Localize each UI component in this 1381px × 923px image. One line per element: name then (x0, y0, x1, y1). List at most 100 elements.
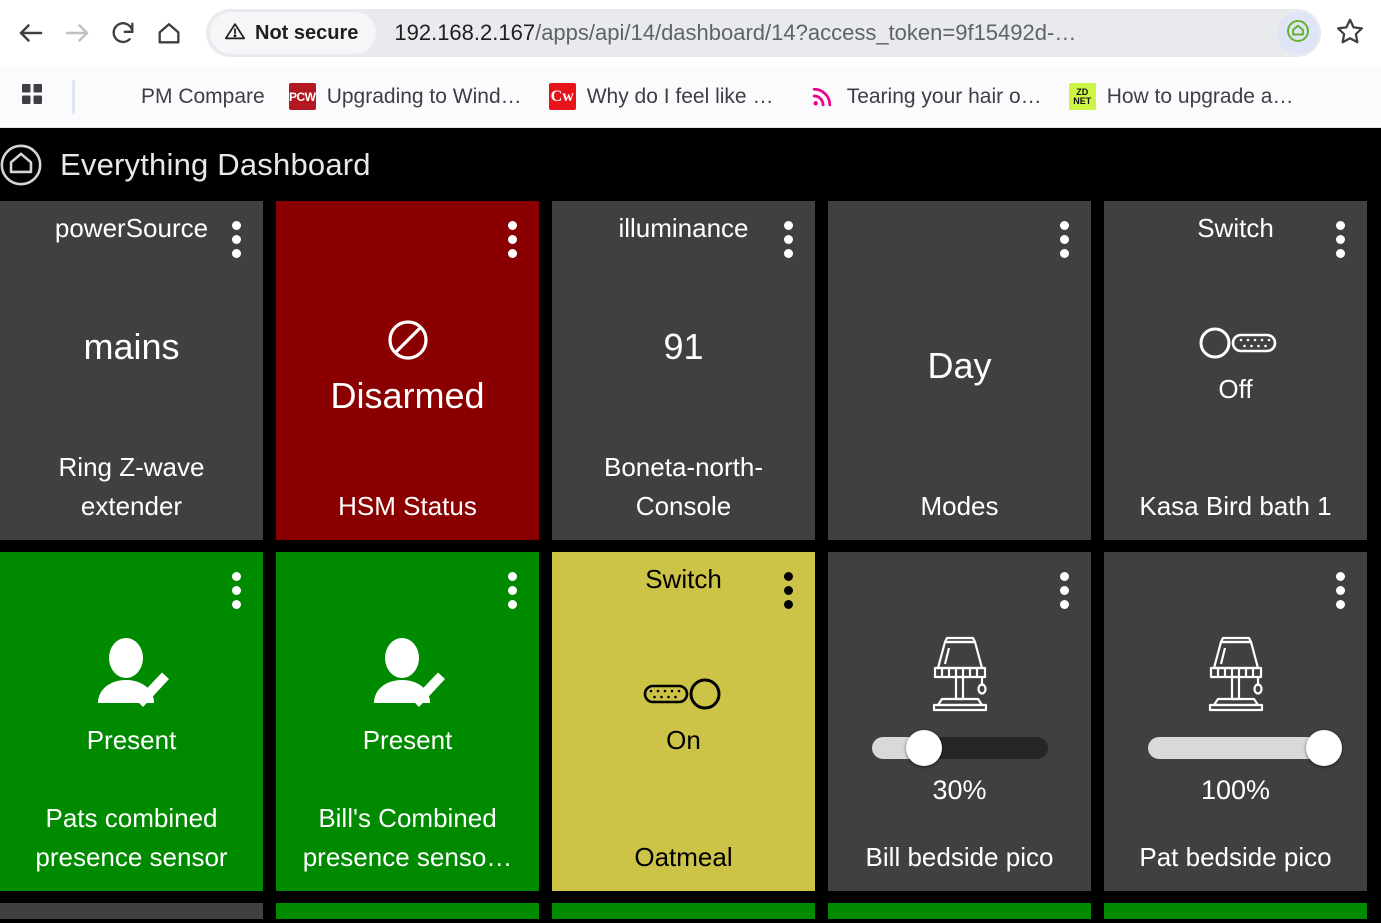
dimmer-slider[interactable] (871, 730, 1048, 766)
dimmer-slider[interactable] (1147, 730, 1342, 766)
tile-partial[interactable] (276, 903, 539, 919)
tile-menu-button[interactable] (784, 572, 793, 609)
tile-menu-button[interactable] (1060, 572, 1069, 609)
tile-value: 91 (663, 325, 704, 367)
tile-title: illuminance (618, 213, 749, 243)
tile-menu-button[interactable] (508, 221, 517, 258)
hubitat-house-icon (0, 142, 44, 188)
home-button[interactable] (146, 10, 192, 56)
tile-value: Present (362, 725, 453, 755)
browser-chrome: Not secure 192.168.2.167/apps/api/14/das… (0, 0, 1381, 128)
bookmark-item[interactable]: ZD NET How to upgrade an '… (1057, 77, 1317, 116)
tile-footer: Kasa Bird bath 1 (1139, 491, 1332, 521)
tile-footer: Pat bedside pico (1139, 842, 1332, 872)
tile-dimmer-bill-bedside-pico[interactable]: 30% Bill bedside pico (828, 552, 1091, 891)
tile-value: On (666, 724, 701, 755)
page-title: Everything Dashboard (60, 146, 371, 182)
slider-knob[interactable] (1305, 730, 1342, 766)
dashboard: Everything Dashboard powerSource mains R… (0, 128, 1381, 919)
tile-body: 91 (564, 245, 803, 448)
tile-partial[interactable] (828, 903, 1091, 919)
tile-menu-button[interactable] (232, 572, 241, 609)
tile-modes[interactable]: Day Modes (828, 201, 1091, 540)
tile-value: Day (927, 345, 992, 386)
tile-body: Off (1116, 245, 1355, 487)
url-path: /apps/api/14/dashboard/14?access_token=9… (535, 20, 1077, 45)
tile-body: Present (288, 596, 527, 799)
browser-toolbar: Not secure 192.168.2.167/apps/api/14/das… (0, 0, 1381, 66)
home-icon (155, 19, 183, 47)
forward-button[interactable] (54, 10, 100, 56)
tile-title (288, 211, 527, 245)
table-lamp-icon (920, 628, 1000, 717)
tile-partial[interactable] (0, 903, 263, 919)
tile-body: mains (12, 245, 251, 448)
tile-value: 100% (1200, 775, 1271, 805)
tile-power-source[interactable]: powerSource mains Ring Z-wave extender (0, 201, 263, 540)
tile-menu-button[interactable] (1336, 572, 1345, 609)
tile-hsm-status[interactable]: Disarmed HSM Status (276, 201, 539, 540)
zdnet-favicon: ZD NET (1068, 83, 1096, 110)
tile-menu-button[interactable] (1060, 221, 1069, 258)
dashboard-header: Everything Dashboard (0, 128, 1381, 201)
bookmark-star-button[interactable] (1327, 10, 1373, 56)
table-lamp-icon (1196, 628, 1276, 717)
tile-title: Switch (645, 564, 722, 594)
tile-body: Day (840, 245, 1079, 487)
toggle-off-icon[interactable] (1195, 326, 1277, 365)
reload-icon (109, 19, 137, 47)
tile-dimmer-pat-bedside-pico[interactable]: 100% Pat bedside pico (1104, 552, 1367, 891)
tile-title (840, 562, 1079, 596)
bookmark-star-icon (1335, 16, 1365, 51)
bookmark-label: Why do I feel like a… (586, 84, 785, 108)
tile-value: mains (83, 325, 180, 367)
bookmark-item[interactable]: PCW Upgrading to Windo… (277, 77, 537, 116)
tile-footer: HSM Status (338, 491, 477, 521)
tile-title (12, 562, 251, 596)
tile-partial[interactable] (1104, 903, 1367, 919)
tile-illuminance[interactable]: illuminance 91 Boneta-north-Console (552, 201, 815, 540)
tile-value: Present (86, 725, 177, 755)
tile-value: 30% (932, 775, 987, 805)
person-present-check-icon (90, 637, 174, 716)
reload-button[interactable] (100, 10, 146, 56)
slider-filled-track (1147, 737, 1324, 759)
url-text[interactable]: 192.168.2.167/apps/api/14/dashboard/14?a… (394, 20, 1277, 46)
tile-switch-oatmeal[interactable]: Switch On (552, 552, 815, 891)
tile-body: Disarmed (288, 245, 527, 487)
tile-partial[interactable] (552, 903, 815, 919)
tile-menu-button[interactable] (1336, 221, 1345, 258)
toggle-on-icon[interactable] (643, 677, 725, 716)
slider-remaining-track (924, 737, 1048, 759)
bookmarks-divider (72, 79, 75, 114)
tile-menu-button[interactable] (784, 221, 793, 258)
security-status-label: Not secure (255, 21, 359, 44)
apps-grid-icon (20, 82, 44, 111)
forward-arrow-icon (62, 18, 92, 48)
apps-grid-button[interactable] (10, 75, 54, 119)
tile-menu-button[interactable] (232, 221, 241, 258)
tile-presence-pat[interactable]: Present Pats combined presence sensor (0, 552, 263, 891)
tile-footer: Ring Z-wave extender (58, 452, 205, 521)
hubitat-extension-button[interactable] (1277, 12, 1319, 54)
bookmark-item[interactable]: PM Compare (91, 77, 277, 116)
tile-presence-bill[interactable]: Present Bill's Combined presence senso… (276, 552, 539, 891)
tile-switch-kasa-bird-bath[interactable]: Switch (1104, 201, 1367, 540)
tile-value: Off (1218, 373, 1253, 404)
bookmark-label: Tearing your hair ou… (846, 84, 1045, 108)
bookmark-label: PM Compare (141, 84, 265, 108)
back-button[interactable] (8, 10, 54, 56)
tile-title: powerSource (54, 213, 209, 243)
slider-knob[interactable] (906, 730, 943, 766)
security-status-chip[interactable]: Not secure (210, 12, 377, 54)
rss-favicon (809, 83, 836, 110)
tile-value: Disarmed (330, 374, 485, 416)
tile-menu-button[interactable] (508, 572, 517, 609)
bookmark-item[interactable]: Cw Why do I feel like a… (537, 77, 797, 116)
bookmark-item[interactable]: Tearing your hair ou… (797, 77, 1057, 116)
address-bar[interactable]: Not secure 192.168.2.167/apps/api/14/das… (206, 9, 1321, 57)
tile-body: Present (12, 596, 251, 799)
tile-grid: powerSource mains Ring Z-wave extender D… (0, 201, 1381, 919)
tile-body: 30% (840, 596, 1079, 838)
url-host: 192.168.2.167 (394, 20, 536, 45)
